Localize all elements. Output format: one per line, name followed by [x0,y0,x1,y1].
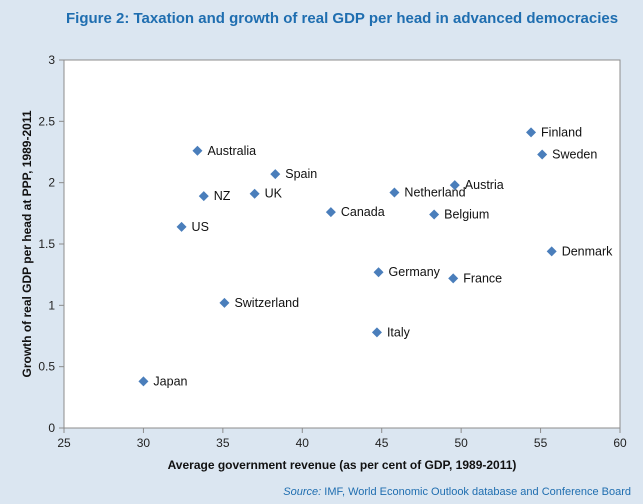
data-point: Sweden [537,147,597,161]
point-label: Japan [153,374,187,388]
data-point: US [176,220,209,234]
data-point: Denmark [546,244,613,258]
source-text: IMF, World Economic Outlook database and… [321,486,631,498]
source-label: Source: [283,486,322,498]
diamond-marker [537,149,548,160]
point-label: Denmark [562,244,613,258]
data-point: UK [249,187,283,201]
point-label: Canada [341,205,385,219]
data-point: Switzerland [219,296,299,310]
source-note: Source: IMF, World Economic Outlook data… [283,486,631,498]
plot-area [63,59,621,429]
point-label: Italy [387,325,411,339]
point-label: Germany [389,265,441,279]
data-point: Finland [526,125,582,139]
x-axis-title: Average government revenue (as per cent … [168,458,517,472]
diamond-marker [325,207,336,218]
diamond-marker [449,180,460,191]
data-point: France [448,271,502,285]
axes: 25 30 35 40 45 50 55 60 0 0.5 1 1.5 2 2.5 3 [38,53,627,450]
point-label: France [463,271,502,285]
y-tick-label: 0.5 [38,360,55,374]
diamond-marker [249,188,260,199]
point-label: Netherland [404,185,465,199]
data-point: Italy [371,325,411,339]
diamond-marker [389,187,400,198]
x-tick-label: 35 [216,436,230,450]
y-tick-label: 1.5 [38,237,55,251]
diamond-marker [219,297,230,308]
point-label: Switzerland [234,296,299,310]
diamond-marker [192,145,203,156]
data-point: Austria [449,178,504,192]
x-tick-label: 25 [57,436,71,450]
data-point: Spain [270,167,317,181]
x-tick-label: 55 [534,436,548,450]
point-label: Australia [207,144,256,158]
x-tick-label: 30 [137,436,151,450]
diamond-marker [270,169,281,180]
x-tick-label: 50 [454,436,468,450]
diamond-marker [198,191,209,202]
diamond-marker [429,209,440,220]
point-label: Spain [285,167,317,181]
chart-title: Figure 2: Taxation and growth of real GD… [66,10,619,27]
x-tick-label: 60 [613,436,627,450]
diamond-marker [373,267,384,278]
data-point: Germany [373,265,441,279]
data-points: Australia Spain NZ UK US Canada NetherlandAust… [138,125,613,388]
y-tick-label: 1 [48,298,55,312]
data-point: Australia [192,144,256,158]
diamond-marker [371,327,382,338]
y-tick-label: 3 [48,53,55,67]
x-tick-label: 45 [375,436,389,450]
point-label: Belgium [444,208,489,222]
point-label: UK [265,187,283,201]
data-point: NZ [198,189,231,203]
diamond-marker [448,273,459,284]
y-axis-title: Growth of real GDP per head at PPP, 1989… [20,110,34,377]
y-tick-label: 0 [48,421,55,435]
y-tick-label: 2 [48,176,55,190]
point-label: Sweden [552,147,597,161]
diamond-marker [546,246,557,257]
point-label: Finland [541,125,582,139]
diamond-marker [176,221,187,232]
point-label: US [192,220,209,234]
data-point: Canada [325,205,385,219]
diamond-marker [138,376,149,387]
diamond-marker [526,127,537,138]
y-tick-label: 2.5 [38,114,55,128]
data-point: Netherland [389,185,466,199]
data-point: Japan [138,374,188,388]
data-point: Belgium [429,208,489,222]
x-tick-label: 40 [296,436,310,450]
point-label: NZ [214,189,231,203]
point-label: Austria [465,178,504,192]
